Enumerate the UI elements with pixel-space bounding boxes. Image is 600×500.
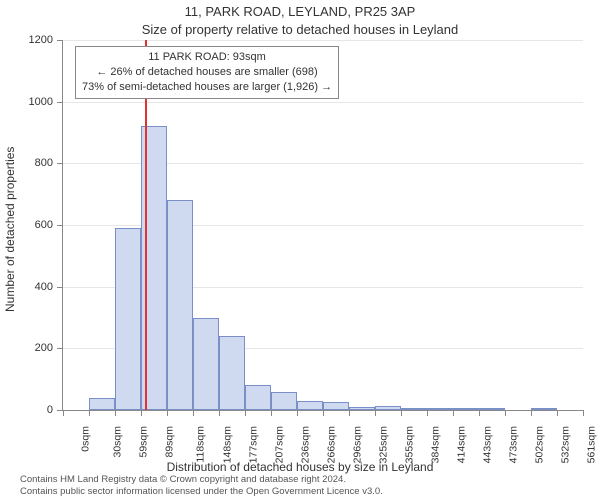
y-tick (57, 40, 63, 41)
y-tick-label: 800 (13, 157, 53, 169)
histogram-bar (245, 385, 271, 410)
y-tick-label: 400 (13, 281, 53, 293)
y-tick (57, 348, 63, 349)
x-tick-label: 561sqm (585, 426, 597, 463)
x-tick (219, 410, 220, 416)
x-tick (193, 410, 194, 416)
histogram-bar (297, 401, 323, 410)
x-tick (89, 410, 90, 416)
x-tick (375, 410, 376, 416)
x-tick (271, 410, 272, 416)
histogram-bar (89, 398, 115, 410)
x-tick-label: 443sqm (481, 426, 493, 463)
y-tick-label: 1000 (13, 96, 53, 108)
x-tick (323, 410, 324, 416)
histogram-bar (193, 318, 219, 411)
page-subtitle: Size of property relative to detached ho… (0, 22, 600, 37)
y-tick (57, 163, 63, 164)
x-tick (115, 410, 116, 416)
histogram-bar (479, 408, 505, 410)
x-tick (583, 410, 584, 416)
x-tick (349, 410, 350, 416)
y-tick (57, 287, 63, 288)
y-tick-label: 600 (13, 219, 53, 231)
histogram-bar (115, 228, 141, 410)
histogram-bar (453, 408, 479, 410)
x-tick (63, 410, 64, 416)
x-tick-label: 59sqm (138, 426, 150, 458)
x-tick-label: 177sqm (247, 426, 259, 463)
histogram-bar (349, 407, 375, 410)
x-tick (531, 410, 532, 416)
y-tick (57, 225, 63, 226)
histogram-bar (375, 406, 401, 410)
annotation-line: 11 PARK ROAD: 93sqm (82, 50, 332, 65)
histogram-bar (219, 336, 245, 410)
annotation-line: 73% of semi-detached houses are larger (… (82, 80, 332, 95)
x-tick-label: 236sqm (299, 426, 311, 463)
x-tick-label: 532sqm (559, 426, 571, 463)
x-tick (505, 410, 506, 416)
y-tick-label: 200 (13, 342, 53, 354)
annotation-line: ← 26% of detached houses are smaller (69… (82, 65, 332, 80)
histogram-bar (323, 402, 349, 410)
x-tick-label: 296sqm (351, 426, 363, 463)
y-tick-label: 0 (13, 404, 53, 416)
grid-line (63, 40, 583, 41)
x-tick-label: 355sqm (403, 426, 415, 463)
x-tick-label: 89sqm (164, 426, 176, 458)
x-tick-label: 325sqm (377, 426, 389, 463)
x-tick (401, 410, 402, 416)
histogram-bar (427, 408, 453, 410)
x-tick-label: 118sqm (195, 426, 207, 463)
x-tick (557, 410, 558, 416)
y-tick (57, 102, 63, 103)
x-tick (427, 410, 428, 416)
x-tick-label: 473sqm (507, 426, 519, 463)
x-tick (297, 410, 298, 416)
x-tick-label: 207sqm (273, 426, 285, 463)
histogram-bar (167, 200, 193, 410)
attribution-line: Contains HM Land Registry data © Crown c… (20, 474, 383, 486)
x-tick-label: 266sqm (325, 426, 337, 463)
grid-line (63, 102, 583, 103)
x-tick (167, 410, 168, 416)
histogram-bar (401, 408, 427, 410)
x-tick-label: 384sqm (429, 426, 441, 463)
x-tick (245, 410, 246, 416)
x-tick-label: 0sqm (80, 426, 92, 452)
x-tick (479, 410, 480, 416)
x-tick (141, 410, 142, 416)
page-title: 11, PARK ROAD, LEYLAND, PR25 3AP (0, 4, 600, 19)
y-tick-label: 1200 (13, 34, 53, 46)
x-tick-label: 502sqm (533, 426, 545, 463)
x-tick-label: 414sqm (455, 426, 467, 463)
x-tick-label: 148sqm (221, 426, 233, 463)
histogram-bar (531, 408, 557, 410)
chart-plot-area: 0200400600800100012000sqm30sqm59sqm89sqm… (62, 40, 583, 411)
attribution-line: Contains public sector information licen… (20, 486, 383, 498)
histogram-bar (271, 392, 297, 411)
x-tick (453, 410, 454, 416)
annotation-box: 11 PARK ROAD: 93sqm← 26% of detached hou… (75, 46, 339, 99)
x-tick-label: 30sqm (112, 426, 124, 458)
attribution-text: Contains HM Land Registry data © Crown c… (20, 474, 383, 498)
x-axis-label: Distribution of detached houses by size … (0, 460, 600, 474)
